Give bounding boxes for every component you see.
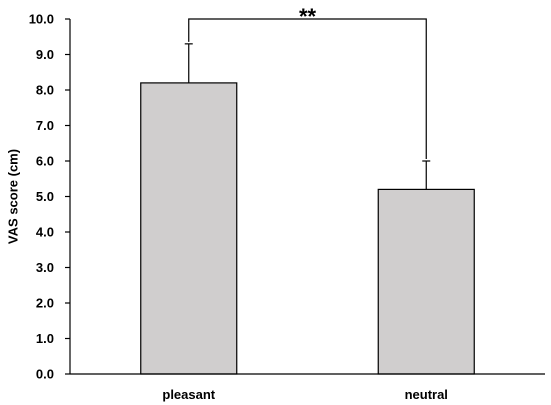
y-axis-title: VAS score (cm)	[5, 149, 20, 244]
y-axis-ticks: 0.0 1.0 2.0 3.0 4.0 5.0 6.0 7.0 8.0 9.0 10.0	[29, 12, 70, 382]
x-axis-labels: pleasant neutral	[162, 387, 448, 402]
error-bars	[184, 43, 431, 190]
y-tick-label: 7.0	[36, 118, 54, 133]
y-tick-label: 5.0	[36, 189, 54, 204]
significance-line	[188, 18, 427, 159]
y-tick-label: 2.0	[36, 296, 54, 311]
x-tick-label-neutral: neutral	[405, 387, 448, 402]
significance-bracket: **	[188, 4, 427, 159]
bars	[140, 82, 475, 375]
y-tick-label: 8.0	[36, 83, 54, 98]
y-tick-label: 9.0	[36, 47, 54, 62]
x-tick-label-pleasant: pleasant	[162, 387, 215, 402]
bar-pleasant	[140, 82, 238, 375]
y-tick-label: 1.0	[36, 331, 54, 346]
y-tick-label: 3.0	[36, 260, 54, 275]
y-tick-label: 4.0	[36, 225, 54, 240]
y-tick-label: 10.0	[29, 12, 54, 27]
y-tick-label: 0.0	[36, 367, 54, 382]
y-tick-label: 6.0	[36, 154, 54, 169]
bar-neutral	[377, 188, 475, 375]
significance-label: **	[299, 4, 317, 29]
